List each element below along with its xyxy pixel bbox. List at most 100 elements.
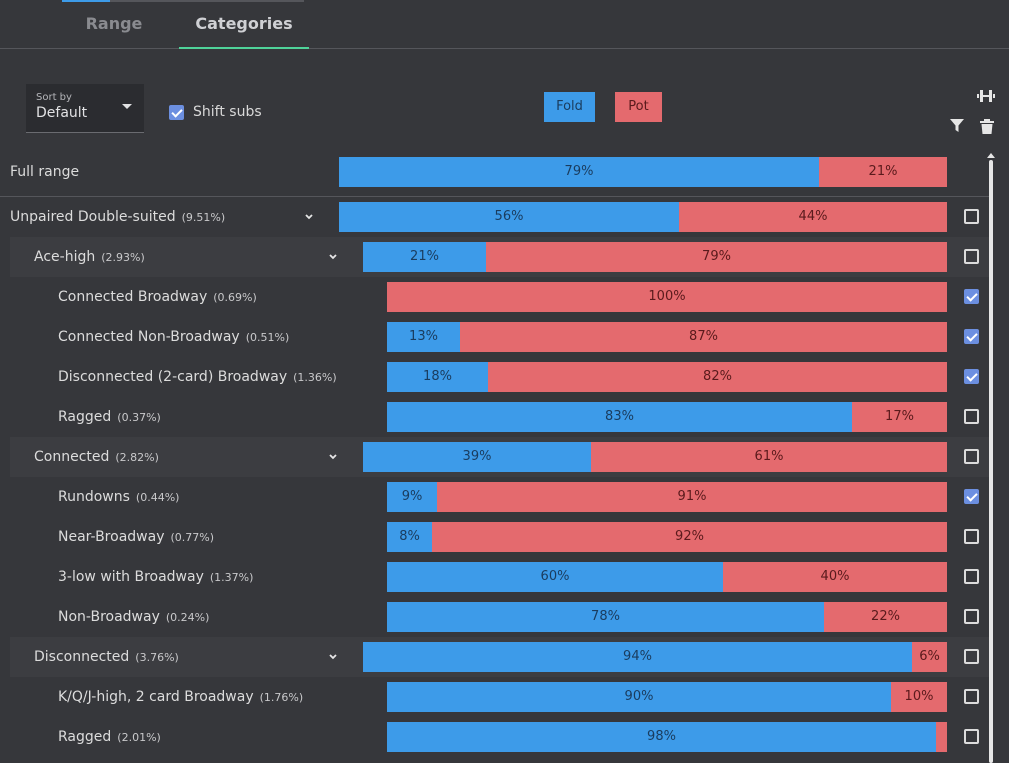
filter-icon[interactable] xyxy=(950,119,964,133)
row-checkbox[interactable] xyxy=(964,329,979,344)
row-checkbox[interactable] xyxy=(964,569,979,584)
fold-pot-bar: 94% 6% xyxy=(363,642,947,672)
category-row: 3-low with Broadway (1.37%) 60% 40% xyxy=(10,557,989,597)
row-checkbox[interactable] xyxy=(964,649,979,664)
top-progress-segment xyxy=(62,0,110,2)
row-label: Ragged (2.01%) xyxy=(58,717,161,757)
pot-segment: 82% xyxy=(488,362,947,392)
fold-pot-bar: 78% 22% xyxy=(387,602,947,632)
sort-by-label: Sort by xyxy=(36,92,72,103)
category-row: Disconnected (2-card) Broadway (1.36%) 18%… xyxy=(10,357,989,397)
pot-segment: 10% xyxy=(891,682,947,712)
pot-segment: 87% xyxy=(460,322,947,352)
chevron-down-icon[interactable] xyxy=(329,253,337,261)
row-checkbox[interactable] xyxy=(964,249,979,264)
row-checkbox[interactable] xyxy=(964,729,979,744)
fold-segment: 83% xyxy=(387,402,852,432)
row-name: Unpaired Double-suited xyxy=(10,209,176,225)
chevron-down-icon[interactable] xyxy=(329,653,337,661)
dumbbell-icon[interactable] xyxy=(977,89,995,103)
row-percentage: (3.76%) xyxy=(135,651,179,664)
row-label: Connected (2.82%) xyxy=(34,437,159,477)
fold-segment: 39% xyxy=(363,442,591,472)
pot-segment: 61% xyxy=(591,442,947,472)
fold-pot-bar: 60% 40% xyxy=(387,562,947,592)
legend-fold[interactable]: Fold xyxy=(544,92,595,122)
chevron-down-icon[interactable] xyxy=(329,453,337,461)
row-label: Rundowns (0.44%) xyxy=(58,477,179,517)
row-percentage: (1.76%) xyxy=(259,691,304,704)
scroll-up-icon[interactable] xyxy=(987,153,995,158)
row-percentage: (2.82%) xyxy=(115,451,159,464)
row-checkbox[interactable] xyxy=(964,209,979,224)
category-row: Rundowns (0.44%) 9% 91% xyxy=(10,477,989,517)
row-checkbox[interactable] xyxy=(964,489,979,504)
category-row: Ace-high (2.93%) 21% 79% xyxy=(10,237,989,277)
row-checkbox[interactable] xyxy=(964,449,979,464)
row-name: Near-Broadway xyxy=(58,529,165,545)
pot-segment: 22% xyxy=(824,602,947,632)
fold-pot-bar: 56% 44% xyxy=(339,202,947,232)
shift-subs-checkbox[interactable] xyxy=(169,104,184,120)
trash-icon[interactable] xyxy=(980,119,994,134)
row-label: Unpaired Double-suited (9.51%) xyxy=(10,197,225,237)
category-row: Connected Non-Broadway (0.51%) 13% 87% xyxy=(10,317,989,357)
chevron-down-icon[interactable] xyxy=(305,213,313,221)
row-checkbox[interactable] xyxy=(964,369,979,384)
row-percentage: (0.69%) xyxy=(213,291,257,304)
row-percentage: (0.37%) xyxy=(117,411,161,424)
fold-segment: 90% xyxy=(387,682,891,712)
pot-segment xyxy=(936,722,947,752)
fold-pot-bar: 18% 82% xyxy=(387,362,947,392)
fold-pot-bar: 8% 92% xyxy=(387,522,947,552)
fold-segment: 94% xyxy=(363,642,912,672)
row-name: K/Q/J-high, 2 card Broadway xyxy=(58,689,254,705)
fold-pot-bar: 98% xyxy=(387,722,947,752)
fold-segment: 79% xyxy=(339,157,819,187)
row-percentage: (0.51%) xyxy=(245,331,290,344)
row-name: Connected Broadway xyxy=(58,289,208,305)
scrollbar[interactable] xyxy=(989,160,993,763)
row-name: Disconnected (2-card) Broadway xyxy=(58,369,288,385)
top-progress-indicator xyxy=(62,0,304,2)
category-list: Full range 79% 21% Unpaired Double-suited (9… xyxy=(0,152,1009,763)
fold-pot-bar: 39% 61% xyxy=(363,442,947,472)
fold-pot-bar: 13% 87% xyxy=(387,322,947,352)
row-checkbox[interactable] xyxy=(964,409,979,424)
category-row: Near-Broadway (0.77%) 8% 92% xyxy=(10,517,989,557)
row-label: Connected Broadway (0.69%) xyxy=(58,277,257,317)
row-checkbox[interactable] xyxy=(964,689,979,704)
tab-categories[interactable]: Categories xyxy=(179,0,309,49)
row-percentage: (0.24%) xyxy=(165,611,210,624)
row-label: Near-Broadway (0.77%) xyxy=(58,517,214,557)
caret-down-icon xyxy=(122,104,132,109)
fold-pot-bar: 21% 79% xyxy=(363,242,947,272)
sort-by-value: Default xyxy=(36,105,88,121)
row-checkbox[interactable] xyxy=(964,609,979,624)
row-label: Disconnected (3.76%) xyxy=(34,637,179,677)
row-label: Ragged (0.37%) xyxy=(58,397,161,437)
shift-subs-label: Shift subs xyxy=(193,104,262,120)
row-percentage: (0.44%) xyxy=(135,491,180,504)
legend-pot[interactable]: Pot xyxy=(615,92,662,122)
fold-pot-bar: 9% 91% xyxy=(387,482,947,512)
row-checkbox[interactable] xyxy=(964,289,979,304)
category-row: Full range 79% 21% xyxy=(0,152,989,192)
row-name: Rundowns xyxy=(58,489,130,505)
row-label: K/Q/J-high, 2 card Broadway (1.76%) xyxy=(58,677,303,717)
row-name: Connected Non-Broadway xyxy=(58,329,240,345)
row-name: Ace-high xyxy=(34,249,96,265)
row-label: Connected Non-Broadway (0.51%) xyxy=(58,317,289,357)
fold-pot-bar: 90% 10% xyxy=(387,682,947,712)
category-row: Non-Broadway (0.24%) 78% 22% xyxy=(10,597,989,637)
category-row: Unpaired Double-suited (9.51%) 56% 44% xyxy=(0,196,989,237)
fold-segment: 21% xyxy=(363,242,486,272)
pot-segment: 17% xyxy=(852,402,947,432)
row-checkbox[interactable] xyxy=(964,529,979,544)
row-name: 3-low with Broadway xyxy=(58,569,204,585)
row-percentage: (9.51%) xyxy=(181,211,226,224)
tab-range[interactable]: Range xyxy=(85,14,143,33)
shift-subs-toggle[interactable]: Shift subs xyxy=(169,104,262,120)
sort-by-select[interactable]: Sort by Default xyxy=(26,84,144,133)
row-percentage: (1.36%) xyxy=(293,371,337,384)
